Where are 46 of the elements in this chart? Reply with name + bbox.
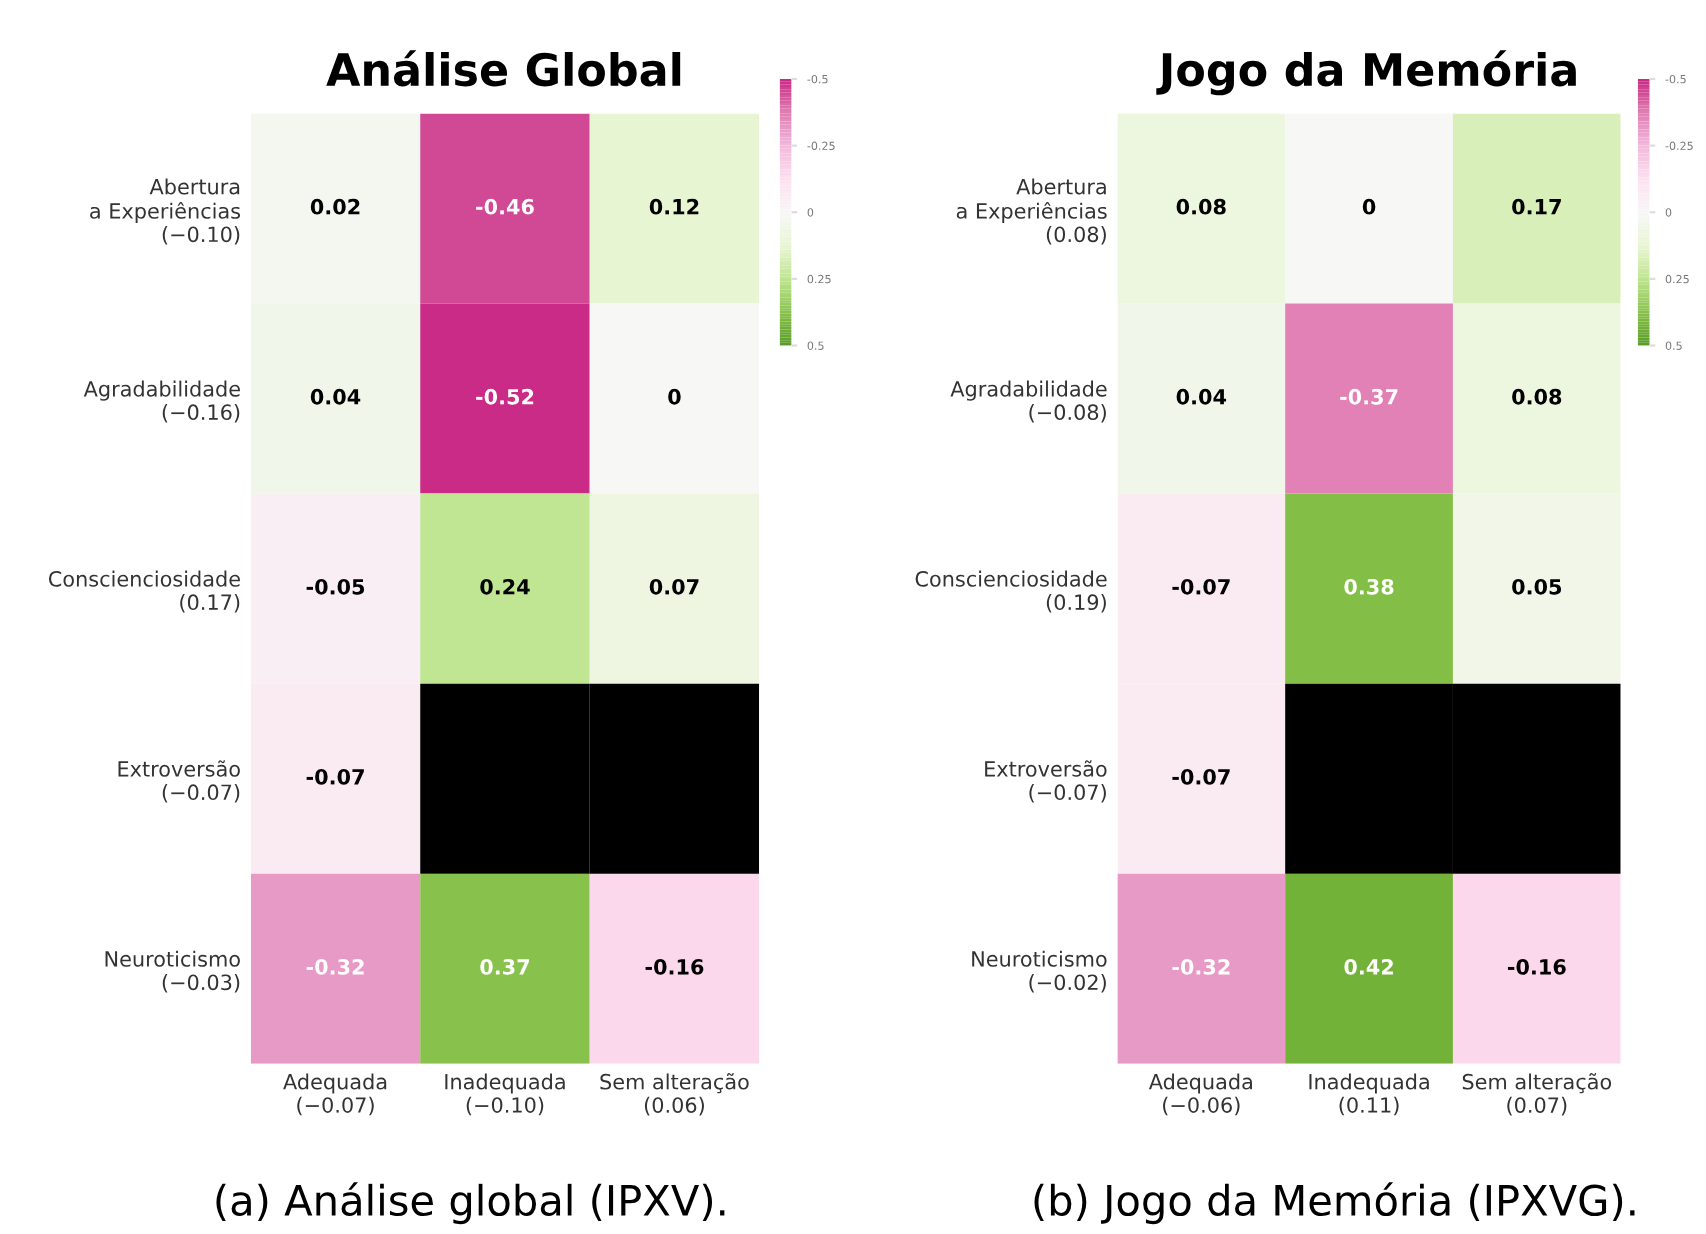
chart-title: Análise Global (326, 50, 681, 87)
y-tick-label: Conscienciosidade (0.19) (915, 570, 1107, 613)
data-label: 0 (1362, 198, 1376, 215)
data-label: 0.08 (1512, 388, 1562, 405)
data-label: -0.46 (476, 198, 534, 215)
data-label: 0.08 (1176, 198, 1226, 215)
data-label: -0.07 (1172, 578, 1230, 595)
data-label: 0.07 (649, 578, 699, 595)
data-label: 0.38 (1344, 578, 1394, 595)
text: (b) Jogo da Memória (IPXVG). (1034, 1182, 1635, 1225)
data-label: 0.17 (1512, 198, 1561, 215)
data-label: -0.07 (1172, 768, 1230, 785)
y-tick-label: Conscienciosidade (0.17) (48, 570, 240, 613)
x-tick-label: Sem alteração (0.07) (1462, 1073, 1612, 1116)
data-label: 0.24 (480, 578, 530, 595)
y-tick-label: Abertura a Experiências (0.08) (956, 178, 1107, 245)
chart-title: Jogo da Memória (1156, 50, 1576, 96)
y-tick-label: Neuroticismo (−0.02) (972, 950, 1107, 993)
y-tick-label: Extroversão (−0.07) (985, 760, 1107, 803)
x-tick-label: Inadequada (0.11) (1309, 1073, 1429, 1116)
data-label: -0.32 (1172, 958, 1230, 975)
data-label: -0.32 (306, 958, 364, 975)
y-tick-label: Neuroticismo (−0.03) (105, 950, 240, 993)
data-label: 0.04 (1176, 388, 1227, 405)
data-label: -0.05 (306, 578, 365, 595)
data-label: 0.42 (1344, 958, 1393, 975)
x-tick-label: Adequada (−0.07) (283, 1073, 387, 1116)
data-label: 0.12 (649, 198, 699, 215)
data-label: -0.16 (645, 958, 704, 975)
y-tick-label: Agradabilidade (−0.16) (83, 380, 240, 423)
data-label: 0.02 (310, 198, 360, 215)
data-label: 0.05 (1512, 578, 1562, 595)
x-tick-label: Inadequada (−0.10) (445, 1073, 565, 1116)
data-label: -0.07 (306, 768, 364, 785)
y-tick-label: Agradabilidade (−0.08) (950, 380, 1107, 423)
data-label: -0.16 (1507, 958, 1566, 975)
text: (a) Análise global (IPXV). (216, 1182, 725, 1225)
data-label: 0 (668, 388, 681, 405)
y-tick-label: Abertura a Experiências (−0.10) (90, 178, 241, 245)
data-label: 0.37 (480, 958, 530, 975)
x-tick-label: Adequada (−0.06) (1148, 1073, 1252, 1116)
x-tick-label: Sem alteração (0.06) (600, 1073, 749, 1116)
data-label: -0.37 (1340, 388, 1398, 405)
y-tick-label: Extroversão (−0.07) (118, 760, 240, 803)
data-label: 0.04 (310, 388, 361, 405)
data-label: -0.52 (476, 388, 534, 405)
